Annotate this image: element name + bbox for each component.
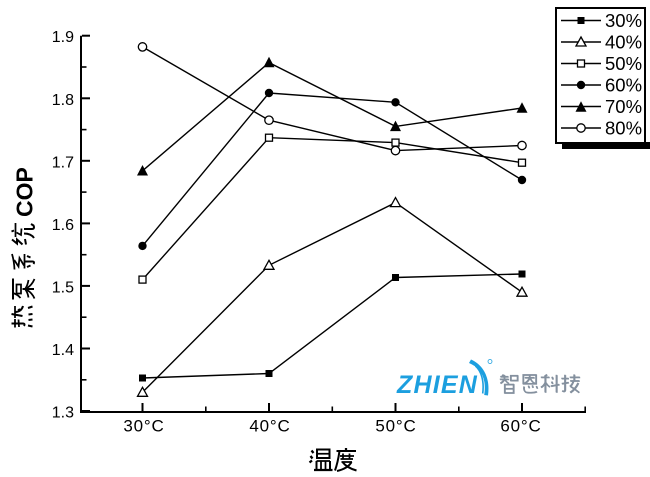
svg-text:1.4: 1.4 xyxy=(52,342,74,359)
svg-text:1.7: 1.7 xyxy=(52,154,74,171)
svg-text:60°C: 60°C xyxy=(500,417,541,436)
svg-text:1.6: 1.6 xyxy=(52,217,74,234)
svg-text:40°C: 40°C xyxy=(249,417,290,436)
svg-text:1.5: 1.5 xyxy=(52,279,74,296)
svg-text:70%: 70% xyxy=(605,96,642,117)
svg-text:ZHIEN: ZHIEN xyxy=(396,371,478,399)
svg-text:1.8: 1.8 xyxy=(52,92,74,109)
svg-text:1.9: 1.9 xyxy=(52,29,74,46)
svg-text:COP: COP xyxy=(12,167,38,217)
svg-text:80%: 80% xyxy=(605,118,642,139)
svg-text:30%: 30% xyxy=(605,10,642,31)
svg-text:50%: 50% xyxy=(605,53,642,74)
svg-text:30°C: 30°C xyxy=(123,417,164,436)
svg-text:40%: 40% xyxy=(605,32,642,53)
svg-text:60%: 60% xyxy=(605,75,642,96)
svg-text:1.3: 1.3 xyxy=(52,405,74,422)
svg-text:50°C: 50°C xyxy=(375,417,416,436)
